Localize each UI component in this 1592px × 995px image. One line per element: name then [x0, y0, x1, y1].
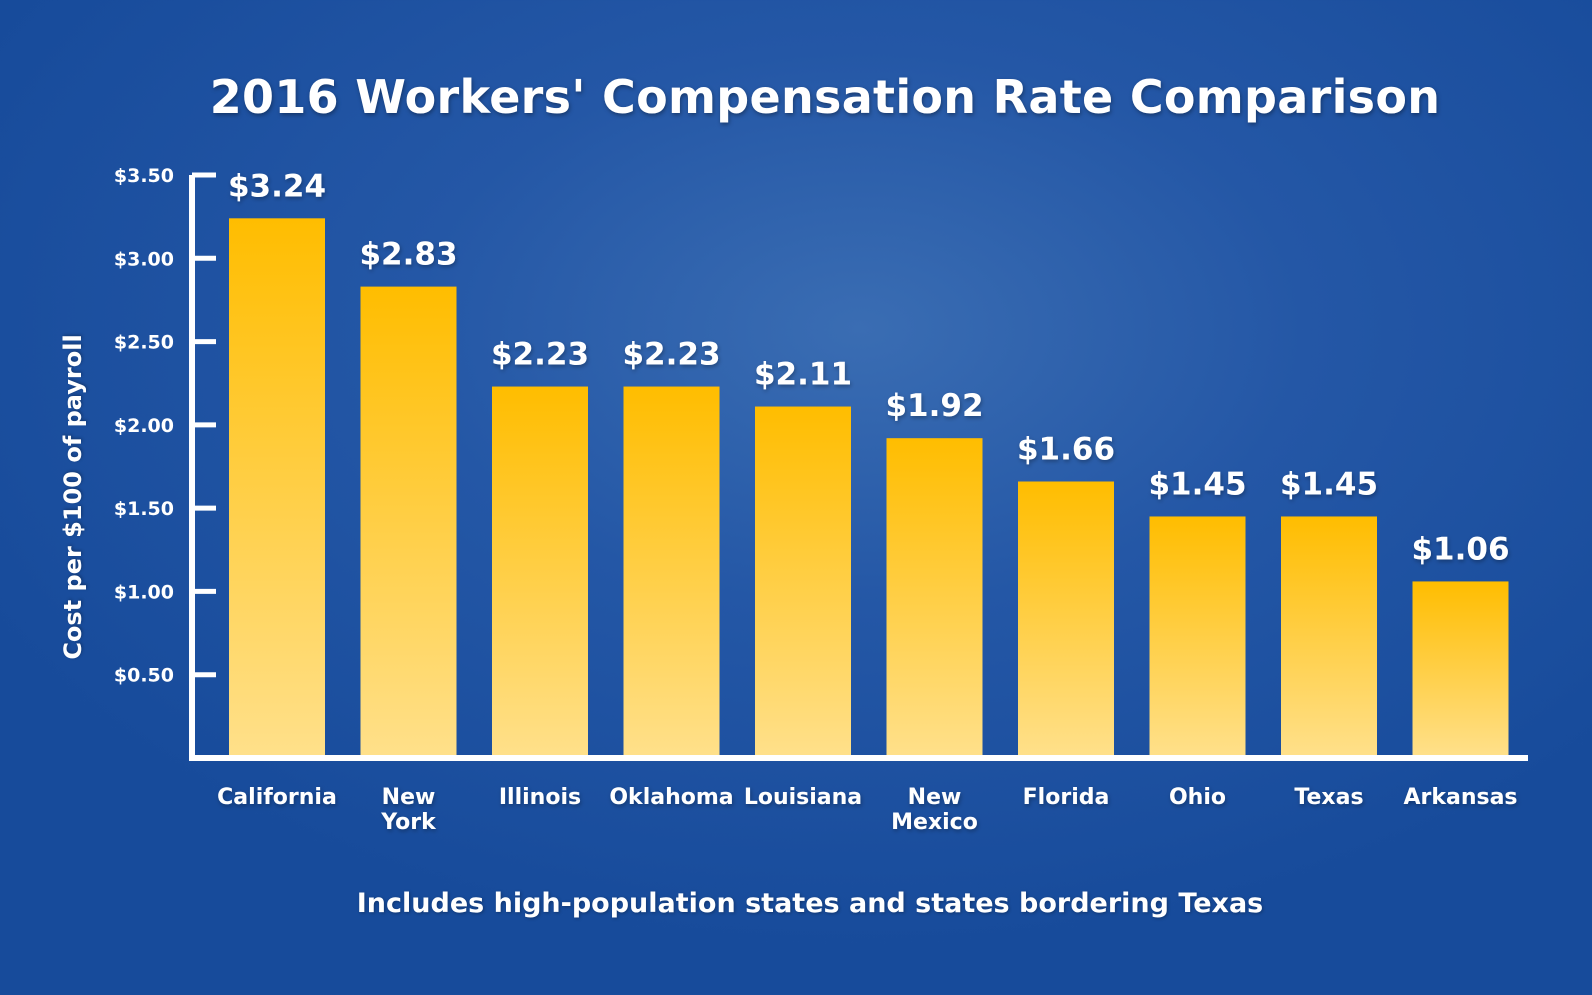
y-tick-label: $2.00	[114, 415, 174, 437]
x-category-label: Oklahoma	[609, 785, 733, 810]
bar	[886, 438, 983, 755]
bar	[229, 218, 325, 755]
y-tick-label: $1.00	[114, 581, 174, 603]
bar	[1018, 481, 1114, 755]
bar	[1149, 516, 1246, 755]
x-category-label: New	[908, 785, 962, 810]
bar-value-label: $1.45	[1148, 466, 1246, 502]
bar	[492, 386, 588, 755]
chart-title: 2016 Workers' Compensation Rate Comparis…	[209, 70, 1441, 124]
y-tick-label: $1.50	[114, 498, 174, 520]
bar	[360, 286, 457, 755]
bar-value-label: $2.11	[754, 357, 852, 393]
bar-value-label: $1.06	[1411, 531, 1509, 567]
x-category-label: Ohio	[1169, 785, 1226, 810]
x-category-label: Arkansas	[1403, 785, 1517, 810]
bar-value-label: $1.45	[1280, 466, 1378, 502]
labels-group: $3.24California$2.83NewYork$2.23Illinois…	[217, 168, 1517, 835]
x-category-label: Illinois	[499, 785, 581, 810]
chart-footnote: Includes high-population states and stat…	[356, 888, 1264, 919]
bar-value-label: $2.23	[622, 337, 720, 373]
y-tick-label: $3.00	[114, 248, 174, 270]
bar-value-label: $3.24	[228, 168, 326, 204]
bar-value-label: $2.83	[359, 237, 457, 273]
bar	[755, 406, 851, 755]
y-tick-label: $0.50	[114, 665, 174, 687]
x-category-label: York	[380, 810, 437, 835]
y-tick-label: $2.50	[114, 332, 174, 354]
x-category-label: Florida	[1023, 785, 1110, 810]
axes: $0.50 $1.00 $1.50 $2.00 $2.50 $3.00 $3.50	[114, 165, 1528, 761]
x-category-label: Texas	[1294, 785, 1363, 810]
x-category-label: New	[382, 785, 436, 810]
bars-group	[229, 218, 1509, 755]
y-tick-label: $3.50	[114, 165, 174, 187]
bar	[1281, 516, 1377, 755]
bar-value-label: $1.66	[1017, 431, 1115, 467]
x-category-label: Louisiana	[744, 785, 862, 810]
bar	[623, 386, 720, 755]
bar-value-label: $2.23	[491, 337, 589, 373]
bar-value-label: $1.92	[885, 388, 983, 424]
x-category-label: California	[217, 785, 337, 810]
x-category-label: Mexico	[891, 810, 978, 835]
bar	[1412, 581, 1509, 755]
